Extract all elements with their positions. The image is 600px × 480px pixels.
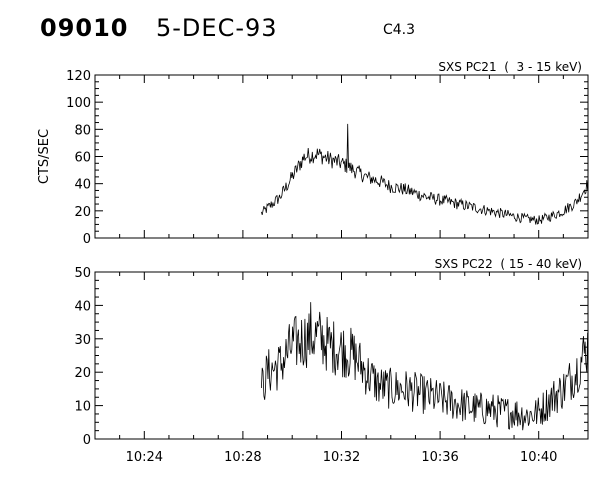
y-tick-label: 20 [74, 366, 91, 381]
x-tick-label: 10:36 [421, 450, 458, 465]
y-tick-label: 10 [74, 400, 91, 415]
y-tick-label: 0 [83, 232, 91, 247]
y-tick-label: 120 [66, 69, 91, 84]
y-tick-label: 100 [66, 96, 91, 111]
x-tick-label: 10:40 [520, 450, 557, 465]
flare-class: C4.3 [383, 22, 416, 38]
panel-title-1: SXS PC21 ( 3 - 15 keV) [438, 60, 582, 74]
event-date: 5-DEC-93 [156, 14, 278, 42]
y-tick-label: 30 [74, 333, 91, 348]
y-tick-label: 50 [74, 266, 91, 281]
series-line-2 [261, 302, 588, 431]
series-line-1 [261, 123, 588, 225]
x-tick-label: 10:24 [126, 450, 163, 465]
event-id: 09010 [40, 14, 129, 42]
y-tick-label: 40 [74, 178, 91, 193]
plot-frame-1 [94, 74, 589, 239]
y-tick-label: 40 [74, 299, 91, 314]
panel-title-2: SXS PC22 ( 15 - 40 keV) [435, 257, 582, 271]
y-tick-label: 20 [74, 205, 91, 220]
y-tick-label: 0 [83, 433, 91, 448]
y-tick-label: 60 [74, 151, 91, 166]
x-tick-label: 10:28 [224, 450, 261, 465]
plot-frame-2 [94, 271, 589, 440]
y-tick-label: 80 [74, 123, 91, 138]
x-tick-label: 10:32 [323, 450, 360, 465]
y-axis-label: CTS/SEC [37, 129, 52, 184]
